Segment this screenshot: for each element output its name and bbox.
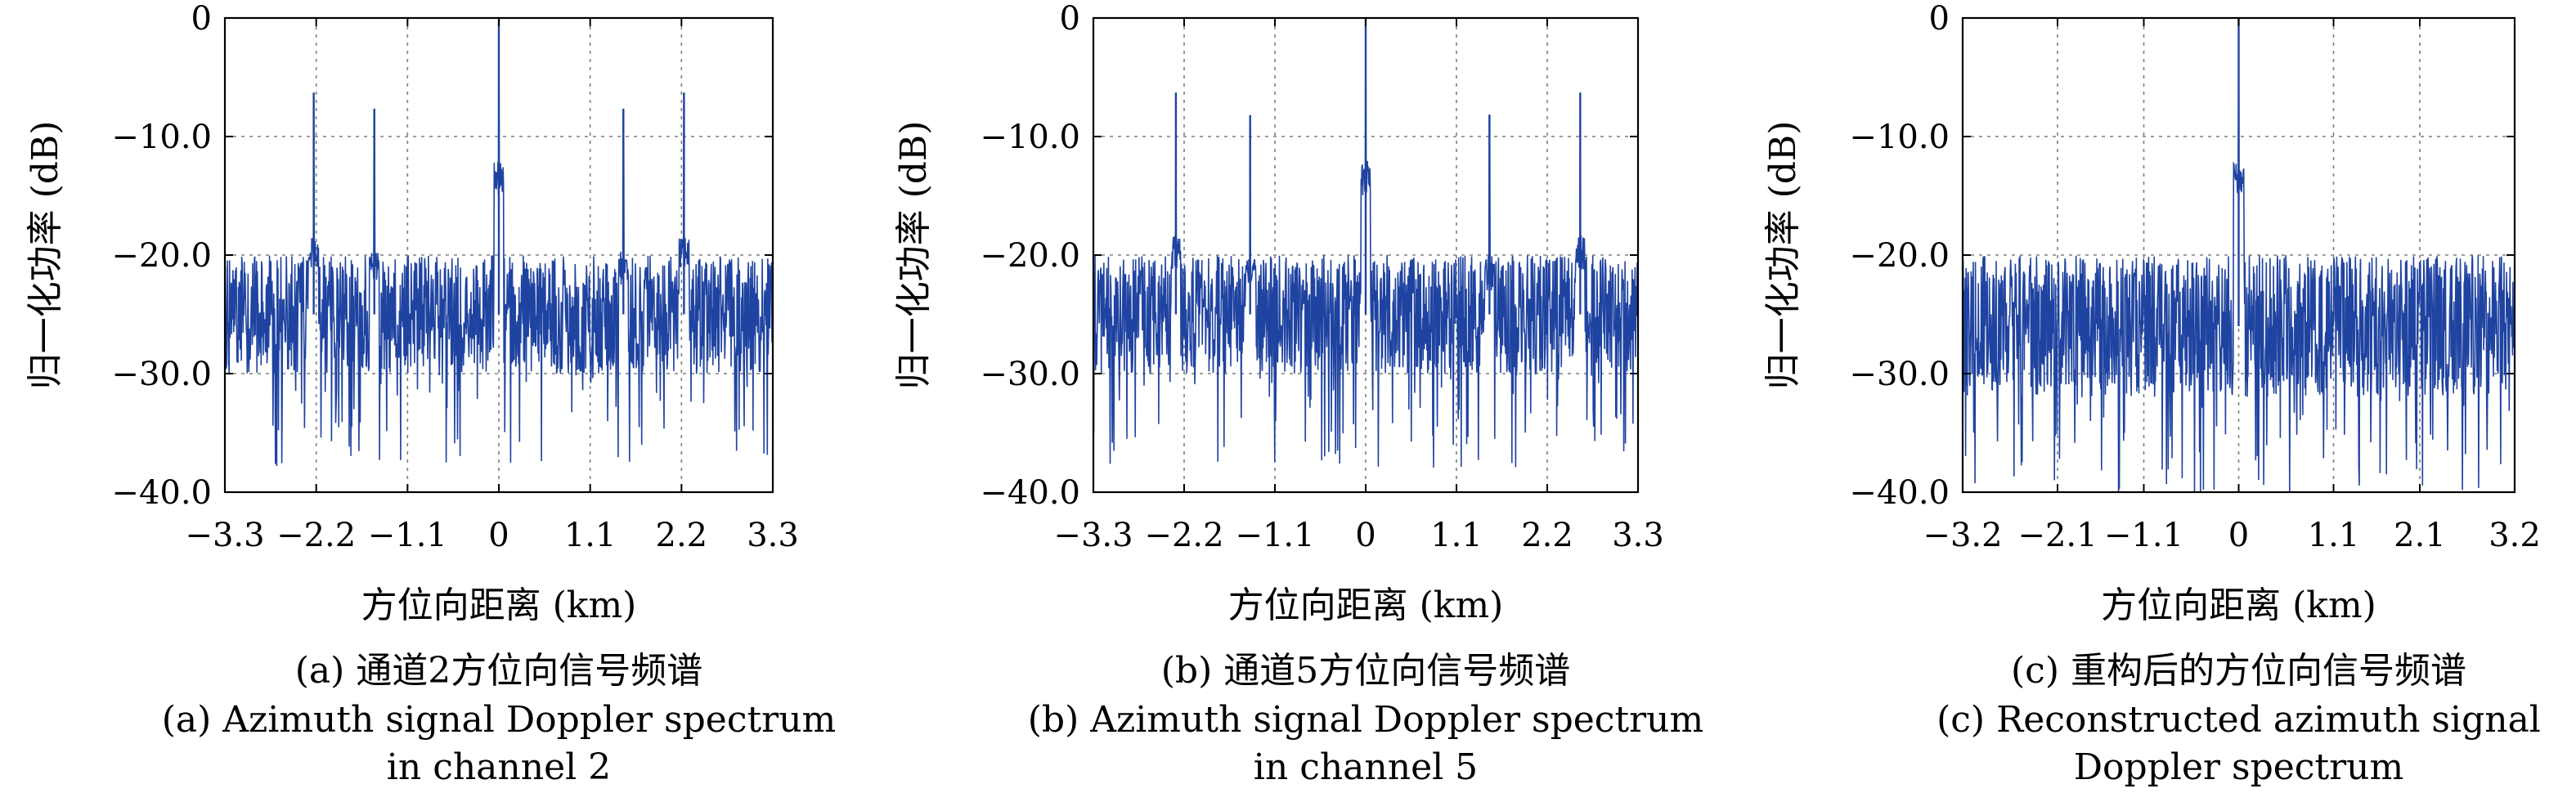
caption-cn: (b) 通道5方位向信号频谱 — [1161, 650, 1570, 692]
caption-en-line2: in channel 5 — [1254, 746, 1478, 788]
caption-en-line1: (b) Azimuth signal Doppler spectrum — [1028, 699, 1703, 741]
x-tick-label: −2.2 — [276, 517, 356, 554]
y-tick-label: −10.0 — [1849, 119, 1950, 156]
y-axis-label: 归一化功率 (dB) — [1762, 121, 1804, 390]
x-tick-label: −1.1 — [2104, 517, 2183, 554]
x-tick-label: 1.1 — [1430, 517, 1483, 554]
x-tick-label: −2.1 — [2017, 517, 2097, 554]
x-tick-label: −1.1 — [1235, 517, 1314, 554]
y-tick-label: −10.0 — [111, 119, 212, 156]
x-tick-label: 1.1 — [564, 517, 617, 554]
y-tick-label: −40.0 — [980, 474, 1080, 512]
caption-en-line2: in channel 2 — [387, 746, 611, 788]
y-axis-label: 归一化功率 (dB) — [25, 121, 66, 390]
x-tick-label: 3.2 — [2488, 517, 2541, 554]
y-tick-label: −20.0 — [980, 237, 1080, 275]
x-tick-label: 2.2 — [1521, 517, 1573, 554]
x-axis-label: 方位向距离 (km) — [361, 585, 637, 626]
y-tick-label: −30.0 — [1849, 356, 1950, 393]
y-tick-label: 0 — [1929, 0, 1950, 38]
x-axis-label: 方位向距离 (km) — [2101, 585, 2376, 626]
x-tick-label: 0 — [2228, 517, 2249, 554]
x-tick-label: −2.2 — [1144, 517, 1223, 554]
y-tick-label: −40.0 — [1849, 474, 1950, 512]
x-tick-label: 0 — [488, 517, 509, 554]
y-axis-label: 归一化功率 (dB) — [893, 121, 935, 390]
caption-en-line1: (c) Reconstructed azimuth signal — [1936, 699, 2541, 741]
y-tick-label: −40.0 — [111, 474, 212, 512]
x-tick-label: 2.1 — [2394, 517, 2446, 554]
x-tick-label: 1.1 — [2308, 517, 2360, 554]
caption-en-line1: (a) Azimuth signal Doppler spectrum — [162, 699, 837, 741]
caption-en-line2: Doppler spectrum — [2074, 746, 2403, 788]
y-tick-label: −30.0 — [980, 356, 1080, 393]
x-tick-label: 3.3 — [747, 517, 799, 554]
x-tick-label: 2.2 — [656, 517, 708, 554]
x-tick-label: 0 — [1355, 517, 1376, 554]
caption-cn: (c) 重构后的方位向信号频谱 — [2011, 650, 2466, 692]
y-tick-label: −20.0 — [1849, 237, 1950, 275]
caption-cn: (a) 通道2方位向信号频谱 — [295, 650, 703, 692]
y-tick-label: 0 — [1060, 0, 1080, 38]
y-tick-label: 0 — [191, 0, 212, 38]
x-tick-label: 3.3 — [1612, 517, 1664, 554]
x-tick-label: −3.2 — [1923, 517, 2002, 554]
x-tick-label: −1.1 — [368, 517, 447, 554]
y-tick-label: −10.0 — [980, 119, 1080, 156]
y-tick-label: −30.0 — [111, 356, 212, 393]
x-axis-label: 方位向距离 (km) — [1228, 585, 1504, 626]
x-tick-label: −3.3 — [1053, 517, 1133, 554]
chart-panel-2: −3.3 −2.2 −1.1 0 1.1 2.2 3.3 0 −10.0 −20.0 −30.0 −4… — [893, 0, 1703, 788]
x-tick-label: −3.3 — [185, 517, 264, 554]
y-tick-label: −20.0 — [111, 237, 212, 275]
chart-panel-1: −3.3 −2.2 −1.1 0 1.1 2.2 3.3 0 −10.0 −20.0 −30.0 −4… — [25, 0, 836, 788]
chart-panel-3: −3.2 −2.1 −1.1 0 1.1 2.1 3.2 0 −10.0 −20.0 −30.0 −4… — [1762, 0, 2541, 788]
